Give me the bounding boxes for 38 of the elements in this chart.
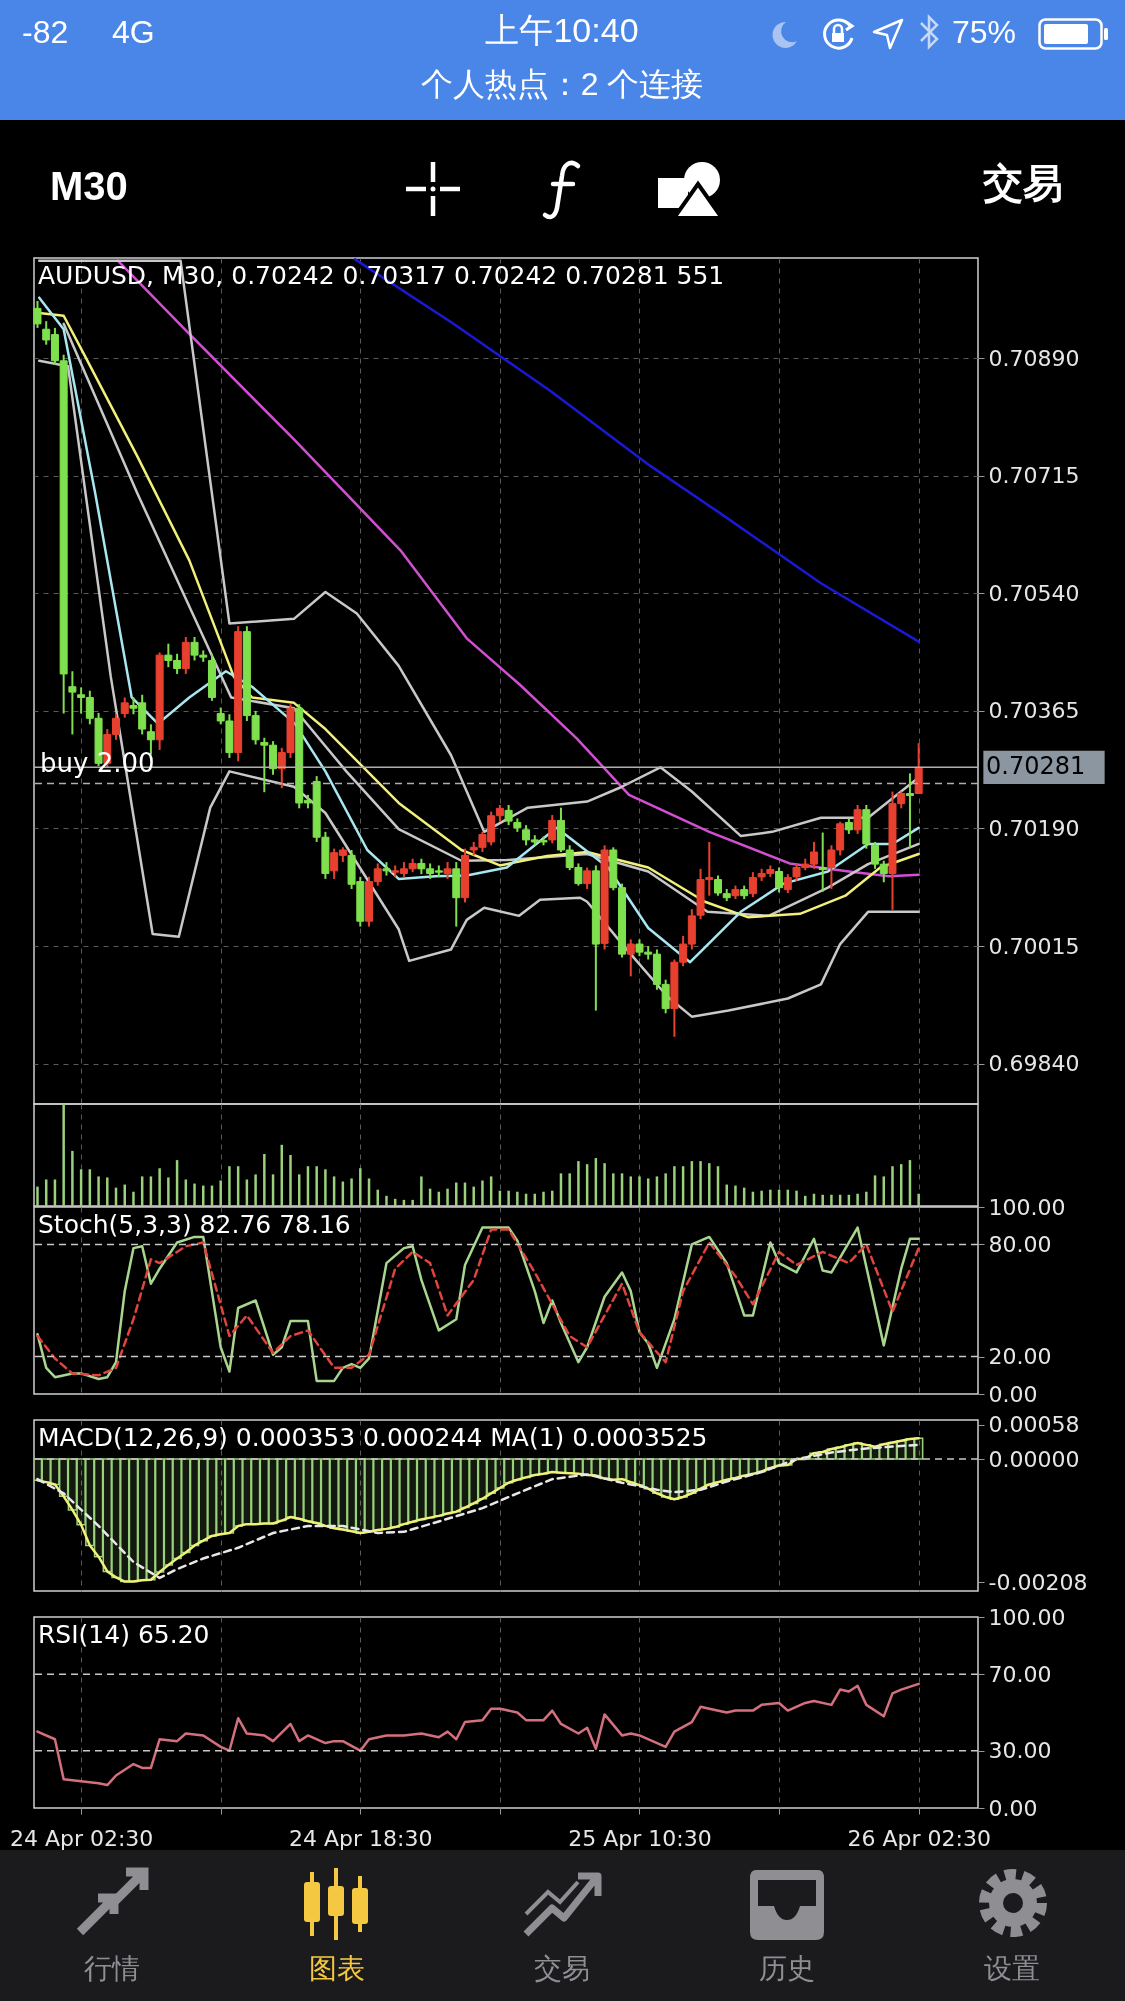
y-tick-label: 0.70190 [988, 816, 1080, 841]
y-tick-label: 0.70540 [988, 580, 1080, 606]
y-tick-label: 0.70715 [988, 463, 1080, 489]
y-tick-label: -0.00208 [988, 1569, 1088, 1595]
y-tick-label: 0.70890 [988, 345, 1080, 371]
text: 75% [952, 14, 1017, 51]
text: 交易 [534, 1953, 590, 1986]
text: 行情 [84, 1953, 140, 1986]
x-tick-label: 26 Apr 02:30 [847, 1825, 991, 1851]
x-tick-label: 24 Apr 18:30 [289, 1825, 433, 1851]
y-tick-label: 20.00 [988, 1344, 1052, 1370]
ref-line-label: 0.70281 [986, 752, 1086, 781]
x-tick-label: 24 Apr 02:30 [9, 1825, 154, 1851]
chart-title: RSI(14) 65.20 [38, 1620, 210, 1649]
text: 设置 [984, 1953, 1040, 1986]
y-tick-label: 0.00 [988, 1795, 1038, 1821]
y-tick-label: 0.69840 [988, 1051, 1080, 1077]
text: 历史 [759, 1953, 815, 1986]
text: M30 [50, 163, 128, 209]
y-tick-label: 100.00 [988, 1194, 1066, 1220]
text: 4G [112, 14, 155, 51]
y-tick-label: 0.70015 [988, 933, 1080, 959]
y-tick-label: 80.00 [988, 1231, 1052, 1257]
chart-title: Stoch(5,3,3) 82.76 78.16 [38, 1210, 351, 1239]
y-tick-label: 0.00058 [988, 1412, 1080, 1438]
y-tick-label: 0.70365 [988, 698, 1080, 724]
text: -82 [22, 14, 69, 51]
y-tick-label: 100.00 [988, 1604, 1066, 1630]
y-tick-label: 0.00000 [988, 1446, 1080, 1472]
y-tick-label: 0.00 [988, 1381, 1038, 1407]
chart-title: MACD(12,26,9) 0.000353 0.000244 MA(1) 0.0003525 [38, 1423, 708, 1452]
y-tick-label: 30.00 [988, 1738, 1052, 1764]
text: 交易 [983, 160, 1063, 206]
y-tick-label: 70.00 [988, 1661, 1052, 1687]
text: 上午10:40 [485, 11, 639, 51]
text: 图表 [309, 1953, 365, 1986]
x-tick-label: 25 Apr 10:30 [568, 1825, 712, 1851]
text: 个人热点：2 个连接 [420, 66, 704, 103]
